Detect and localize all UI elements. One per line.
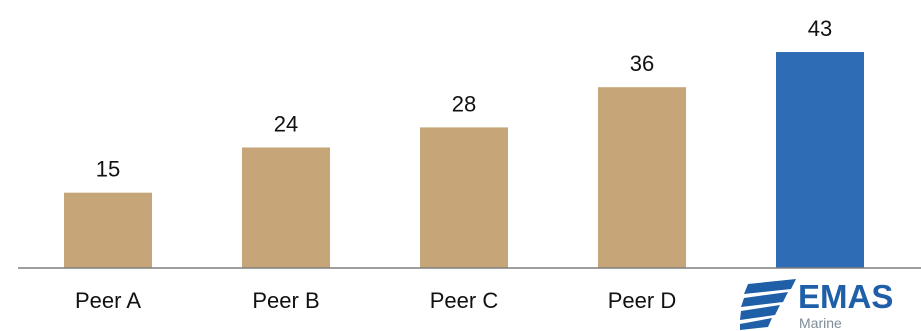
category-tick-label: Peer A [75,288,141,313]
bar-emas-marine [776,52,864,268]
data-label: 24 [274,111,298,136]
bar-peer-c [420,127,508,268]
category-tick-label: Peer B [252,288,319,313]
category-tick-label: Peer D [608,288,676,313]
bar-peer-b [242,147,330,268]
bar-peer-a [64,192,152,268]
category-labels-group: Peer A Peer B Peer C Peer D [75,288,676,313]
data-label: 43 [808,16,832,41]
bar-peer-d [598,87,686,268]
emas-wave-logo-icon [740,279,796,330]
emas-logo: EMAS Marine [740,278,893,331]
logo-subtitle: Marine [799,315,842,331]
value-labels-group: 15 24 28 36 43 [96,16,832,182]
category-tick-label: Peer C [430,288,499,313]
data-label: 36 [630,51,654,76]
bars-group [64,52,864,268]
data-label: 28 [452,91,476,116]
data-label: 15 [96,157,120,182]
logo-wordmark: EMAS [798,278,893,315]
